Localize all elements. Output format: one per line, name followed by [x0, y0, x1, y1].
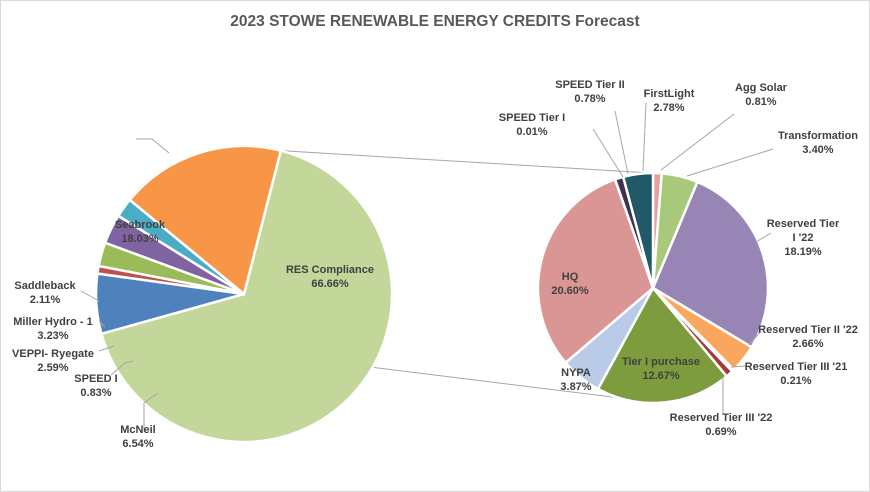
slice-name-tier-i-purchase: Tier I purchase [622, 356, 700, 368]
slice-value-hq: 20.60% [551, 285, 589, 297]
slice-name-hq: HQ [562, 271, 579, 283]
slice-value-speed-tier-i: 0.01% [516, 126, 547, 138]
slice-value-speed-tier-ii: 0.78% [574, 93, 605, 105]
leader-line-reserved-tier-i-22 [755, 232, 772, 243]
slice-value-tier-i-purchase: 12.67% [642, 370, 680, 382]
data-label-transformation: Transformation 3.40% [778, 130, 858, 156]
secondary-pie [536, 171, 770, 405]
slice-name-seabrook: Seabrook [115, 219, 166, 231]
slice-value-reserved-tier-i-22: 18.19% [784, 246, 822, 258]
data-label-tier-i-purchase: Tier I purchase 12.67% [622, 356, 700, 382]
leader-line-speed-tier-i [592, 128, 624, 178]
slice-value-firstlight: 2.78% [653, 102, 684, 114]
slice-res-compliance [99, 149, 394, 444]
slice-value-reserved-tier-iii-22: 0.69% [705, 426, 736, 438]
leader-line-saddleback [80, 290, 100, 302]
slice-name-transformation: Transformation [778, 130, 858, 142]
connector-line-top [280, 150, 652, 174]
data-label-nypa: NYPA 3.87% [560, 367, 591, 393]
leader-line-firstlight [642, 102, 647, 172]
data-label-reserved-tier-iii-22: Reserved Tier III '22 0.69% [670, 412, 773, 438]
leader-line-speed-tier-ii [614, 110, 629, 175]
leader-line-reserved-tier-ii-22 [748, 330, 762, 346]
slice-tier-i-purchase [596, 285, 729, 405]
data-label-mcneil: McNeil 6.54% [120, 424, 155, 450]
slice-name-speed-i: SPEED I [74, 373, 117, 385]
data-label-speed-tier-ii: SPEED Tier II 0.78% [555, 79, 625, 105]
slice-value-miller-hydro-1: 3.23% [37, 330, 68, 342]
slice-value-agg-solar: 0.81% [745, 96, 776, 108]
data-label-hq: HQ 20.60% [551, 271, 589, 297]
data-label-reserved-tier-i-22: Reserved Tier I '22 18.19% [767, 218, 840, 258]
slice-name-nypa: NYPA [561, 367, 591, 379]
slice-value-reserved-tier-ii-22: 2.66% [792, 338, 823, 350]
slice-value-reserved-tier-iii-21: 0.21% [780, 375, 811, 387]
slice-value-mcneil: 6.54% [122, 438, 153, 450]
leader-line-veppi-ryegate [98, 345, 115, 352]
slice-value-speed-i: 0.83% [80, 387, 111, 399]
slice-firstlight [621, 171, 655, 289]
leader-line-agg-solar [660, 113, 735, 171]
slice-name-reserved-tier-i-22: I '22 [793, 232, 814, 244]
slice-name-reserved-tier-iii-21: Reserved Tier III '21 [745, 361, 848, 373]
leader-line-mcneil [143, 392, 159, 431]
slice-value-transformation: 3.40% [802, 144, 833, 156]
leader-line-transformation [686, 148, 774, 177]
slice-value-saddleback: 2.11% [30, 294, 61, 306]
slice-name-mcneil: McNeil [120, 424, 155, 436]
data-label-seabrook: Seabrook 18.03% [115, 219, 166, 245]
slice-name-miller-hydro-1: Miller Hydro - 1 [13, 316, 92, 328]
slice-value-nypa: 3.87% [560, 381, 591, 393]
slice-hq [536, 177, 655, 365]
data-label-veppi-ryegate: VEPPI- Ryegate 2.59% [12, 348, 94, 374]
leader-line-res-compliance [136, 138, 170, 154]
data-labels: RES Compliance 66.66% McNeil 6.54% SPEED I 0.… [12, 79, 858, 450]
data-label-saddleback: Saddleback 2.11% [14, 280, 76, 306]
slice-name-res-compliance: RES Compliance [286, 264, 374, 276]
slice-seabrook [128, 144, 283, 297]
data-label-agg-solar: Agg Solar 0.81% [735, 82, 788, 108]
slice-reserved-tier-i-22 [651, 180, 770, 349]
primary-pie [94, 144, 394, 444]
chart-title: 2023 STOWE RENEWABLE ENERGY CREDITS Fore… [230, 13, 639, 30]
data-label-miller-hydro-1: Miller Hydro - 1 3.23% [13, 316, 92, 342]
slice-name-saddleback: Saddleback [14, 280, 76, 292]
slice-name-speed-tier-i: SPEED Tier I [499, 112, 565, 124]
slice-name-agg-solar: Agg Solar [735, 82, 788, 94]
slice-value-res-compliance: 66.66% [311, 278, 349, 290]
data-label-res-compliance: RES Compliance 66.66% [286, 264, 374, 290]
data-label-reserved-tier-iii-21: Reserved Tier III '21 0.21% [745, 361, 848, 387]
slice-name-veppi-ryegate: VEPPI- Ryegate [12, 348, 94, 360]
data-label-firstlight: FirstLight 2.78% [644, 88, 695, 114]
slice-value-veppi-ryegate: 2.59% [37, 362, 68, 374]
leader-lines [80, 102, 774, 431]
data-label-speed-i: SPEED I 0.83% [74, 373, 117, 399]
data-label-reserved-tier-ii-22: Reserved Tier II '22 2.66% [758, 324, 858, 350]
slice-name-speed-tier-ii: SPEED Tier II [555, 79, 625, 91]
slice-name-firstlight: FirstLight [644, 88, 695, 100]
data-label-speed-tier-i: SPEED Tier I 0.01% [499, 112, 565, 138]
slice-name-reserved-tier-iii-22: Reserved Tier III '22 [670, 412, 773, 424]
slice-name-reserved-tier-ii-22: Reserved Tier II '22 [758, 324, 858, 336]
slice-value-seabrook: 18.03% [121, 233, 159, 245]
leader-line-miller-hydro-1 [98, 320, 106, 328]
slice-name-reserved-tier-i-22: Reserved Tier [767, 218, 840, 230]
leader-line-speed-i [110, 360, 134, 376]
leader-line-reserved-tier-iii-21 [730, 365, 746, 368]
